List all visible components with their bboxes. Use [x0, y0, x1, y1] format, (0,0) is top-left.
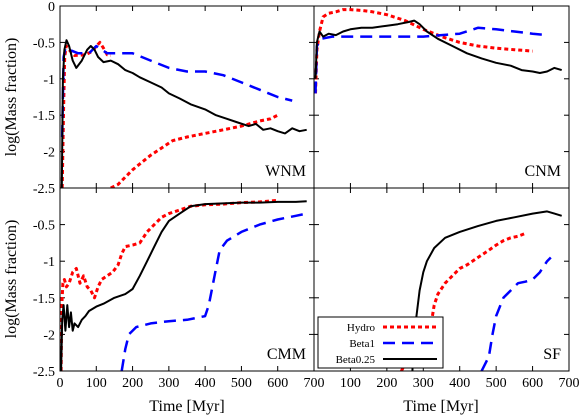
- series-line-beta0-25: [411, 210, 562, 371]
- x-tick-label: 300: [158, 376, 179, 391]
- legend-label: Beta0.25: [336, 354, 376, 366]
- legend: Hydro Beta1 Beta0.25: [317, 316, 444, 369]
- panel-cnm: CNM: [313, 5, 570, 189]
- series-group: [314, 8, 562, 94]
- series-line-beta1: [480, 256, 552, 371]
- plot-area: WNM 0 -0.5 -1 -1.5 -2 -2.5 CNM CMM -0.5 -1 -1.5 -2 -2…: [33, 0, 579, 391]
- x-tick-label: 200: [376, 376, 397, 391]
- x-tick-label: 400: [195, 376, 216, 391]
- y-tick-label: -2: [43, 146, 55, 161]
- panel-frame: [59, 187, 315, 372]
- x-axis-label-right: Time [Myr]: [403, 398, 478, 415]
- x-tick-label: 400: [449, 376, 470, 391]
- series-line-hydro: [110, 113, 279, 188]
- series-line-beta1: [60, 44, 293, 138]
- panel-sf: SF 100 200 300 400 500 600 700: [313, 187, 579, 391]
- x-tick-label: 500: [486, 376, 507, 391]
- x-axis-label-left: Time [Myr]: [149, 398, 224, 415]
- panel-frame: [313, 187, 570, 372]
- panel-label: WNM: [265, 163, 306, 180]
- y-tick-label: -2.5: [33, 365, 55, 380]
- series-line-beta0-25: [60, 39, 307, 188]
- panel-label: SF: [543, 346, 561, 363]
- y-tick-label: -2: [43, 328, 55, 343]
- y-tick-label: 0: [48, 0, 55, 15]
- y-tick-label: -0.5: [33, 36, 55, 51]
- series-group: [60, 39, 307, 188]
- panel-label: CNM: [525, 163, 561, 180]
- x-tick-label: 700: [304, 376, 325, 391]
- series-line-hydro: [60, 40, 112, 188]
- y-tick-label: -1: [43, 73, 55, 88]
- series-line-beta1: [314, 26, 548, 94]
- x-tick-label: 100: [86, 376, 107, 391]
- x-tick-label: 300: [413, 376, 434, 391]
- x-tick-label: 600: [267, 376, 288, 391]
- y-tick-label: -1.5: [33, 292, 55, 307]
- x-tick-label: 0: [57, 376, 64, 391]
- x-tick-label: 700: [559, 376, 579, 391]
- x-tick-label: 200: [122, 376, 143, 391]
- y-axis-label-top: log(Mass fraction): [3, 38, 20, 157]
- legend-label: Beta1: [349, 338, 375, 350]
- series-line-beta0-25: [314, 19, 562, 79]
- series-line-beta1: [120, 212, 307, 371]
- series-line-hydro: [314, 8, 533, 94]
- x-tick-label: 100: [340, 376, 361, 391]
- series-group: [60, 198, 307, 371]
- y-tick-label: -1.5: [33, 109, 55, 124]
- panel-wnm: WNM 0 -0.5 -1 -1.5 -2 -2.5: [33, 0, 315, 197]
- y-tick-label: -2.5: [33, 182, 55, 197]
- series-line-hydro: [60, 198, 278, 371]
- panel-label: CMM: [267, 346, 306, 363]
- legend-label: Hydro: [347, 322, 376, 334]
- y-axis-label-bottom: log(Mass fraction): [3, 220, 20, 339]
- y-tick-label: -1: [43, 255, 55, 270]
- y-tick-label: -0.5: [33, 219, 55, 234]
- x-tick-label: 500: [231, 376, 252, 391]
- x-tick-label: 600: [522, 376, 543, 391]
- panel-cmm: CMM -0.5 -1 -1.5 -2 -2.50 100 200 300 400 500 600 70…: [33, 187, 325, 391]
- series-line-beta0-25: [60, 200, 307, 371]
